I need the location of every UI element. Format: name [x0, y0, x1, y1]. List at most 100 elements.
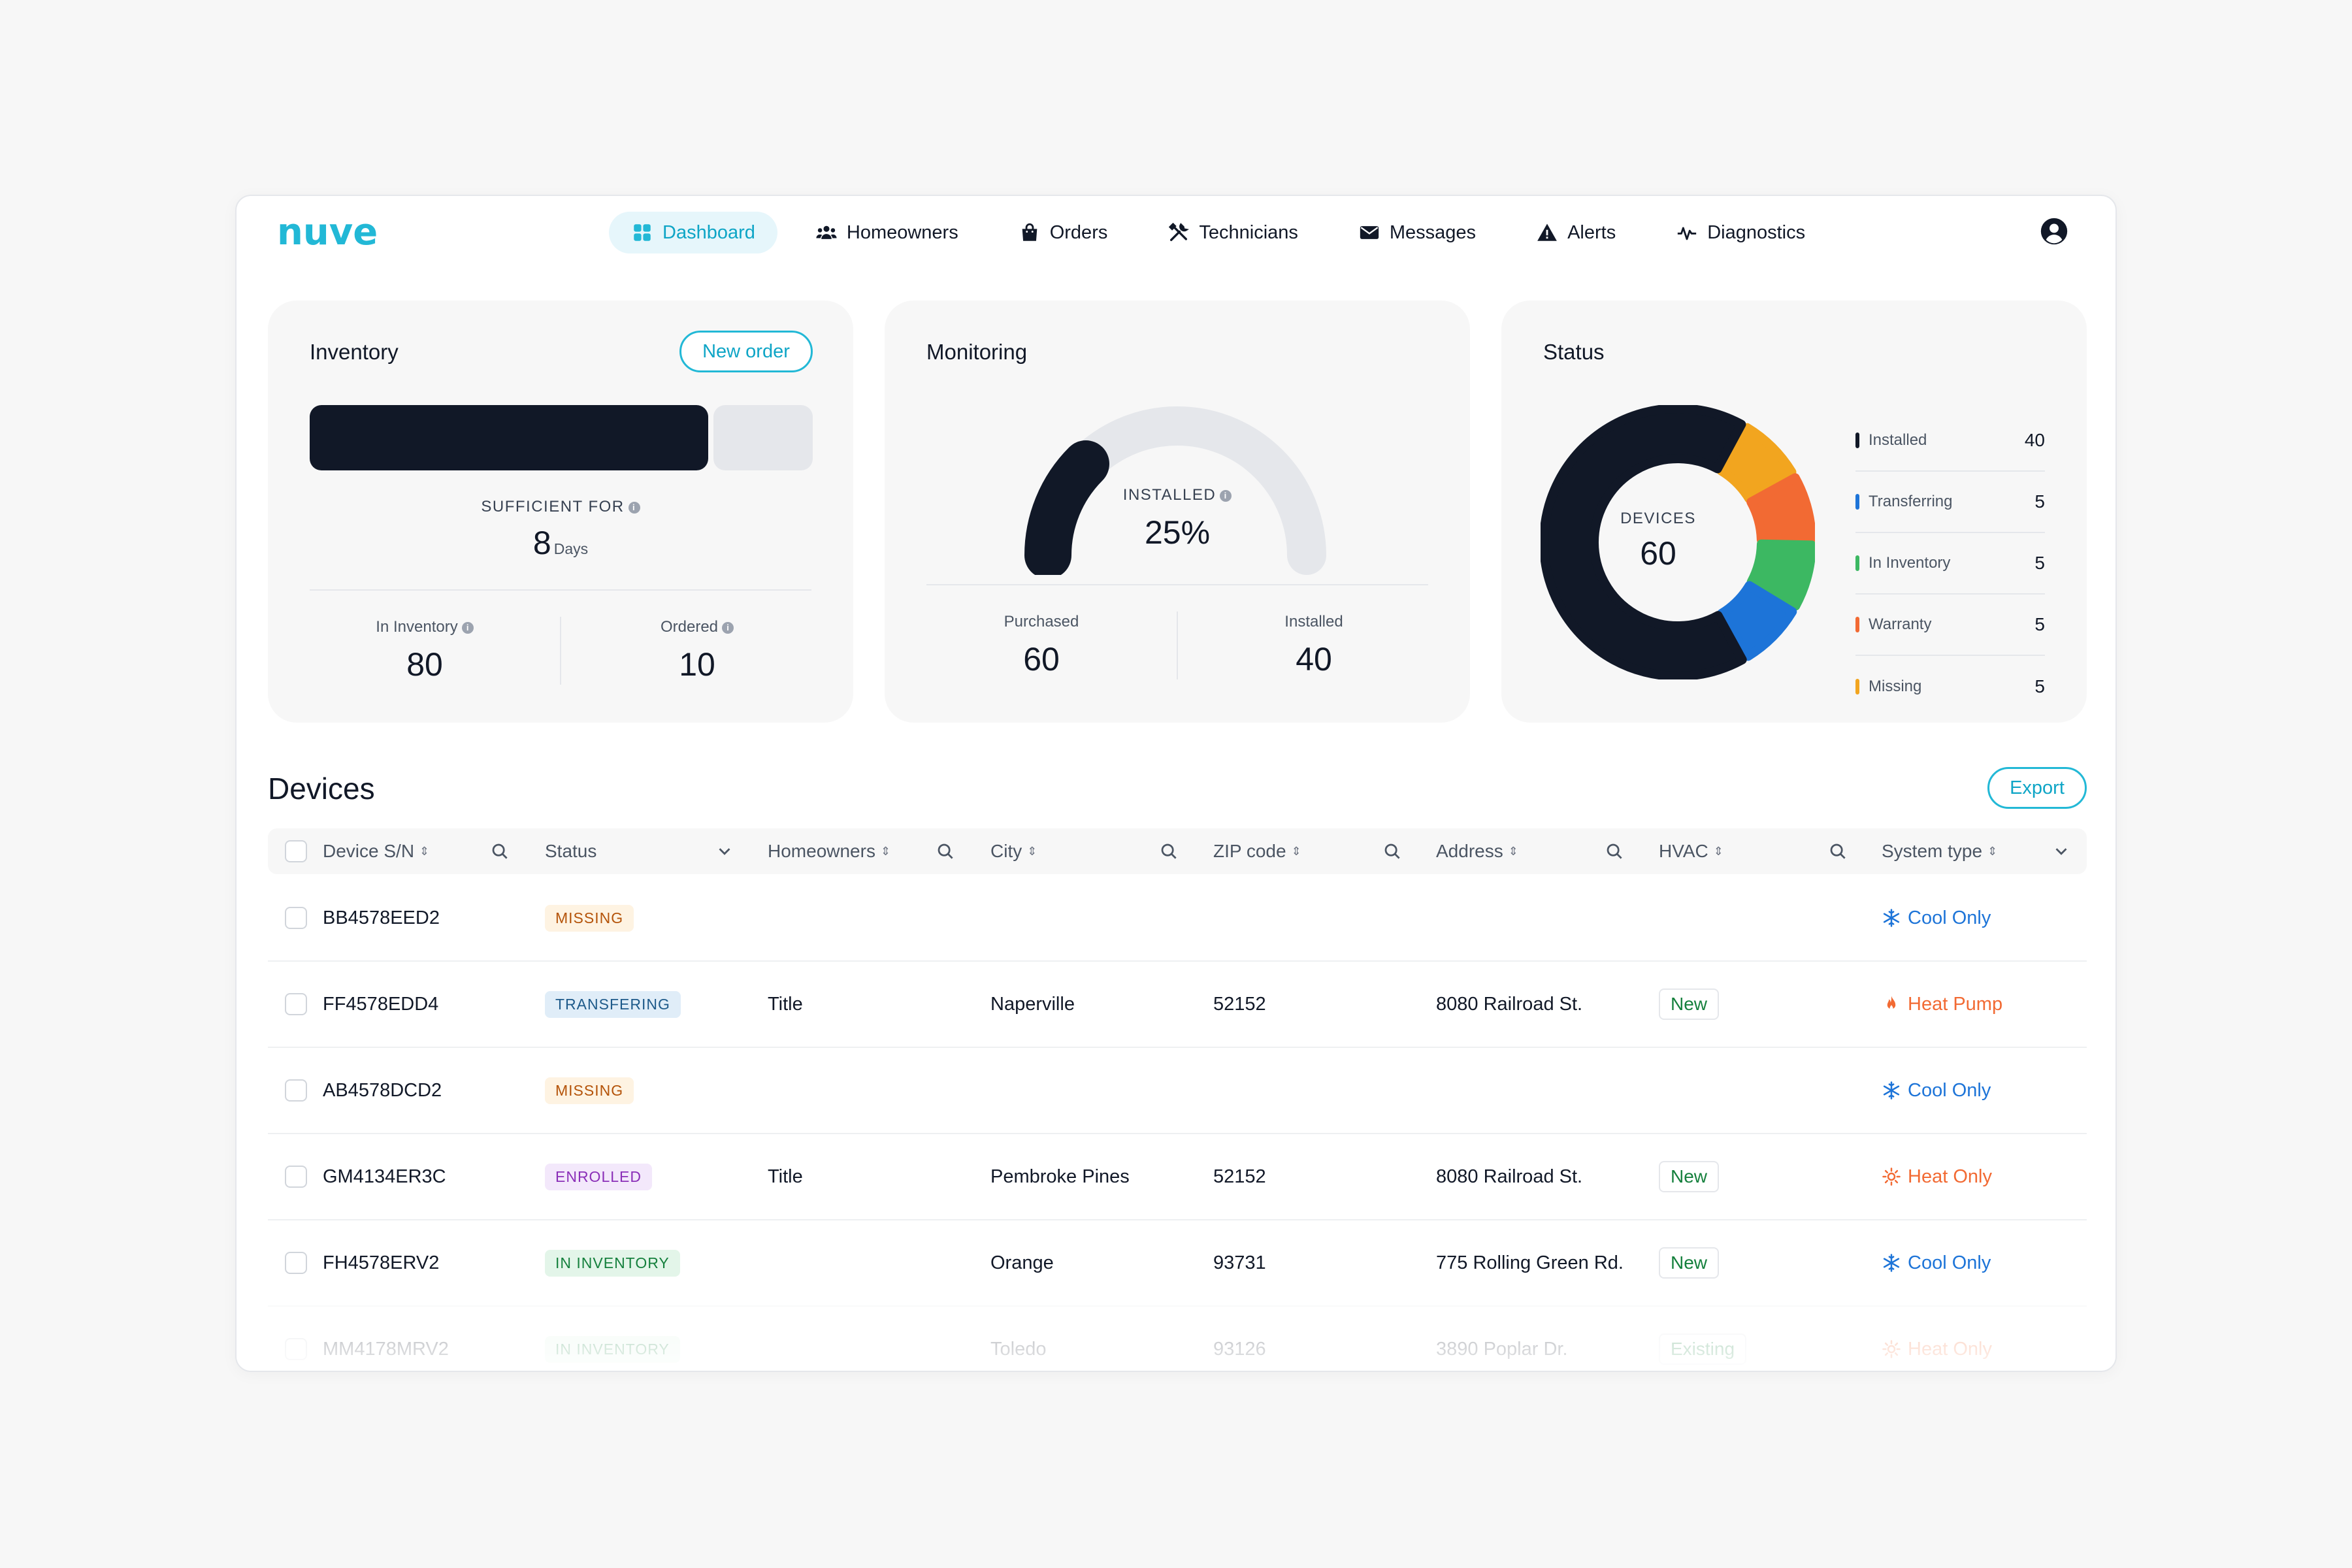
nav-messages-label: Messages [1389, 221, 1477, 243]
search-icon[interactable] [1382, 841, 1402, 861]
legend-item-installed: Installed 40 [1855, 410, 2045, 472]
search-icon[interactable] [1828, 841, 1848, 861]
legend-swatch [1855, 433, 1859, 448]
gauge-label: INSTALLED i [885, 486, 1470, 504]
row-checkbox[interactable] [285, 1338, 307, 1360]
col-homeowners[interactable]: Homeowners ⇕ [768, 828, 890, 874]
purchased-label: Purchased [1004, 613, 1079, 630]
col-system-type[interactable]: System type ⇕ [1882, 828, 1997, 874]
sort-icon[interactable]: ⇕ [1291, 844, 1301, 858]
cell-homeowner[interactable]: Title [768, 1166, 803, 1187]
search-icon[interactable] [1605, 841, 1624, 861]
ordered-value: 10 [679, 646, 715, 683]
row-checkbox[interactable] [285, 1079, 307, 1102]
monitoring-card: Monitoring INSTALLED i 25% Purchased 60 I… [885, 301, 1470, 723]
sort-icon[interactable]: ⇕ [1508, 844, 1518, 858]
nav-orders-label: Orders [1049, 221, 1108, 243]
col-hvac[interactable]: HVAC ⇕ [1659, 828, 1723, 874]
table-row[interactable]: GM4134ER3C ENROLLED Title Pembroke Pines 521… [268, 1134, 2087, 1220]
col-address[interactable]: Address ⇕ [1436, 828, 1518, 874]
legend-item-missing: Missing 5 [1855, 656, 2045, 717]
system-type-label: Cool Only [1908, 907, 1991, 928]
legend-value: 40 [2024, 430, 2045, 450]
divider [1177, 612, 1178, 679]
row-checkbox[interactable] [285, 907, 307, 929]
info-icon[interactable]: i [461, 622, 474, 634]
donut-slice-in-inventory[interactable] [1746, 539, 1815, 611]
donut-slice-missing[interactable] [1716, 423, 1797, 503]
col-device-sn[interactable]: Device S/N ⇕ [323, 828, 429, 874]
nav-dashboard[interactable]: Dashboard [609, 212, 777, 253]
nuve-logo[interactable]: nuve [276, 214, 393, 253]
hvac-tag: New [1659, 1247, 1720, 1279]
divider [310, 589, 811, 591]
legend-value: 5 [2034, 614, 2045, 634]
legend-label: Transferring [1869, 493, 1953, 510]
nav-alerts[interactable]: Alerts [1514, 212, 1638, 253]
nav-homeowners[interactable]: Homeowners [793, 212, 981, 253]
col-zip[interactable]: ZIP code ⇕ [1213, 828, 1301, 874]
donut-slice-installed[interactable] [1541, 405, 1747, 679]
cell-address: 3890 Poplar Dr. [1436, 1338, 1568, 1360]
select-all-checkbox[interactable] [285, 840, 307, 862]
info-icon[interactable]: i [628, 502, 640, 514]
sun-icon [1882, 1168, 1901, 1186]
chevron-down-icon[interactable] [2051, 841, 2071, 861]
search-icon[interactable] [1159, 841, 1179, 861]
cell-city: Toledo [990, 1338, 1047, 1360]
search-icon[interactable] [936, 841, 955, 861]
divider [926, 584, 1428, 585]
table-row[interactable]: AB4578DCD2 MISSING Cool Only [268, 1048, 2087, 1134]
sort-icon[interactable]: ⇕ [419, 844, 430, 858]
cell-system-type: Cool Only [1882, 1048, 1991, 1133]
search-icon[interactable] [490, 841, 510, 861]
row-checkbox[interactable] [285, 1252, 307, 1274]
sort-icon[interactable]: ⇕ [1987, 844, 1998, 858]
system-type-label: Heat Only [1908, 1338, 1992, 1360]
inventory-bar-fill [310, 405, 708, 470]
legend-label: Installed [1869, 431, 1927, 449]
hvac-tag: Existing [1659, 1333, 1747, 1365]
nav-diagnostics[interactable]: Diagnostics [1654, 212, 1827, 253]
dashboard-window: nuve Dashboard Homeowners Orders Technic… [235, 195, 2117, 1372]
installed-value: 40 [1296, 641, 1332, 678]
row-checkbox[interactable] [285, 993, 307, 1015]
table-row[interactable]: FF4578EDD4 TRANSFERING Title Naperville 5215… [268, 962, 2087, 1048]
cell-address: 8080 Railroad St. [1436, 993, 1583, 1015]
table-row[interactable]: FH4578ERV2 IN INVENTORY Orange 93731 775 Rol… [268, 1220, 2087, 1307]
system-type-label: Heat Only [1908, 1166, 1992, 1187]
cell-system-type: Heat Only [1882, 1307, 1992, 1371]
table-row[interactable]: MM4178MRV2 IN INVENTORY Toledo 93126 3890 Po… [268, 1307, 2087, 1371]
col-label: ZIP code [1213, 841, 1286, 861]
nav-messages[interactable]: Messages [1336, 212, 1498, 253]
donut-slice-warranty[interactable] [1746, 473, 1815, 545]
cell-homeowner[interactable]: Title [768, 993, 803, 1015]
info-icon[interactable]: i [1220, 490, 1232, 502]
row-checkbox[interactable] [285, 1166, 307, 1188]
info-icon[interactable]: i [722, 622, 734, 634]
cell-zip: 52152 [1213, 993, 1266, 1015]
cell-device-sn: MM4178MRV2 [323, 1338, 449, 1360]
status-donut-chart [1541, 405, 1815, 679]
sort-icon[interactable]: ⇕ [1713, 844, 1723, 858]
user-avatar-icon[interactable] [2040, 217, 2068, 246]
sort-icon[interactable]: ⇕ [880, 844, 891, 858]
chevron-down-icon[interactable] [715, 841, 734, 861]
col-status[interactable]: Status [545, 828, 596, 874]
export-button[interactable]: Export [1987, 767, 2087, 809]
cell-device-sn: AB4578DCD2 [323, 1079, 442, 1101]
col-city[interactable]: City ⇕ [990, 828, 1037, 874]
nav-orders[interactable]: Orders [996, 212, 1130, 253]
donut-slice-transferring[interactable] [1717, 581, 1797, 661]
table-row[interactable]: BB4578EED2 MISSING Cool Only [268, 875, 2087, 962]
sort-icon[interactable]: ⇕ [1027, 844, 1037, 858]
flame-icon [1887, 996, 1896, 1010]
system-type-label: Cool Only [1908, 1252, 1991, 1273]
new-order-button[interactable]: New order [679, 331, 813, 372]
shopping-bag-icon [1022, 223, 1037, 241]
legend-swatch [1855, 679, 1859, 694]
legend-label: Missing [1869, 678, 1922, 695]
sufficient-for-value: 8 Days [268, 524, 853, 562]
status-badge: ENROLLED [545, 1163, 652, 1190]
nav-technicians[interactable]: Technicians [1145, 212, 1320, 253]
